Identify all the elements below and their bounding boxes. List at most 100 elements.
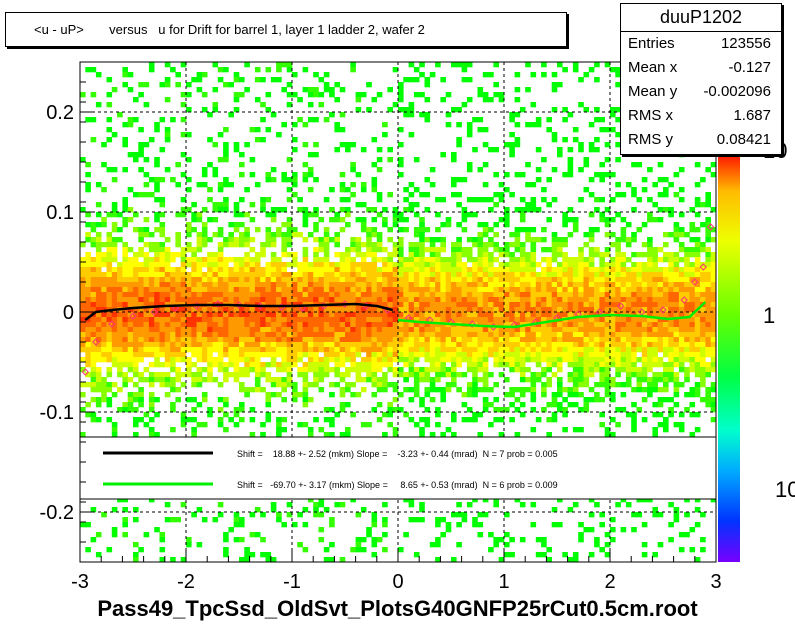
heatmap-cell	[694, 557, 701, 563]
heatmap-cell	[281, 262, 287, 268]
heatmap-cell	[482, 407, 489, 413]
heatmap-cell	[249, 262, 256, 268]
heatmap-cell	[138, 227, 144, 233]
heatmap-cell	[398, 312, 404, 318]
heatmap-cell	[170, 362, 176, 368]
heatmap-cell	[482, 372, 489, 378]
heatmap-cell	[360, 547, 367, 553]
heatmap-cell	[127, 317, 134, 323]
heatmap-cell	[588, 372, 595, 378]
heatmap-cell	[334, 272, 340, 278]
heatmap-cell	[546, 352, 552, 358]
heatmap-cell	[477, 332, 484, 338]
heatmap-cell	[387, 107, 393, 113]
heatmap-cell	[101, 342, 107, 348]
heatmap-cell	[313, 272, 319, 278]
heatmap-cell	[366, 282, 372, 288]
heatmap-cell	[663, 287, 669, 293]
heatmap-cell	[270, 502, 277, 508]
heatmap-cell	[482, 397, 489, 403]
heatmap-cell	[424, 407, 431, 413]
heatmap-cell	[122, 382, 128, 388]
heatmap-cell	[398, 82, 404, 88]
heatmap-cell	[260, 77, 266, 83]
heatmap-cell	[217, 512, 224, 518]
heatmap-cell	[668, 397, 674, 403]
heatmap-cell	[541, 307, 547, 313]
heatmap-cell	[133, 432, 139, 438]
heatmap-cell	[498, 192, 505, 198]
heatmap-cell	[567, 372, 574, 378]
heatmap-cell	[429, 327, 436, 333]
heatmap-cell	[355, 512, 362, 518]
heatmap-cell	[249, 307, 256, 313]
heatmap-cell	[456, 107, 462, 113]
heatmap-cell	[292, 122, 298, 128]
heatmap-cell	[254, 287, 261, 293]
heatmap-cell	[186, 327, 192, 333]
heatmap-cell	[201, 397, 208, 403]
heatmap-cell	[477, 342, 484, 348]
heatmap-cell	[85, 347, 91, 353]
heatmap-cell	[429, 542, 436, 548]
heatmap-cell	[625, 377, 632, 383]
heatmap-cell	[345, 357, 351, 363]
heatmap-cell	[387, 87, 393, 93]
heatmap-cell	[694, 317, 701, 323]
heatmap-cell	[647, 362, 653, 368]
heatmap-cell	[445, 387, 452, 393]
heatmap-cell	[148, 392, 155, 398]
heatmap-cell	[376, 297, 383, 303]
heatmap-cell	[302, 162, 309, 168]
heatmap-cell	[154, 162, 160, 168]
heatmap-cell	[371, 232, 378, 238]
heatmap-cell	[292, 522, 298, 528]
heatmap-cell	[429, 167, 436, 173]
heatmap-cell	[641, 332, 648, 338]
heatmap-cell	[604, 247, 611, 253]
heatmap-cell	[694, 262, 701, 268]
heatmap-cell	[313, 352, 319, 358]
heatmap-cell	[663, 332, 669, 338]
heatmap-cell	[647, 342, 653, 348]
heatmap-cell	[175, 352, 181, 358]
heatmap-cell	[504, 317, 510, 323]
heatmap-cell	[244, 342, 250, 348]
heatmap-cell	[498, 312, 505, 318]
heatmap-cell	[329, 417, 335, 423]
heatmap-cell	[122, 317, 128, 323]
heatmap-cell	[541, 327, 547, 333]
heatmap-cell	[588, 282, 595, 288]
heatmap-cell	[122, 507, 128, 513]
heatmap-cell	[260, 197, 266, 203]
heatmap-cell	[668, 407, 674, 413]
heatmap-cell	[350, 347, 356, 353]
heatmap-cell	[228, 257, 234, 263]
heatmap-cell	[604, 322, 611, 328]
heatmap-cell	[360, 332, 367, 338]
heatmap-cell	[143, 312, 150, 318]
heatmap-cell	[244, 392, 250, 398]
heatmap-cell	[154, 187, 160, 193]
heatmap-cell	[355, 307, 362, 313]
heatmap-cell	[95, 102, 102, 108]
heatmap-cell	[620, 192, 627, 198]
heatmap-cell	[318, 387, 325, 393]
heatmap-cell	[514, 142, 521, 148]
heatmap-cell	[122, 322, 128, 328]
heatmap-cell	[281, 327, 287, 333]
heatmap-cell	[466, 122, 473, 128]
heatmap-cell	[143, 82, 150, 88]
heatmap-cell	[201, 357, 208, 363]
heatmap-cell	[122, 197, 128, 203]
heatmap-cell	[387, 287, 393, 293]
heatmap-cell	[509, 327, 515, 333]
heatmap-cell	[117, 297, 123, 303]
heatmap-cell	[413, 187, 420, 193]
heatmap-cell	[143, 332, 150, 338]
heatmap-cell	[223, 242, 229, 248]
heatmap-cell	[371, 177, 378, 183]
heatmap-cell	[106, 287, 113, 293]
heatmap-cell	[292, 312, 298, 318]
